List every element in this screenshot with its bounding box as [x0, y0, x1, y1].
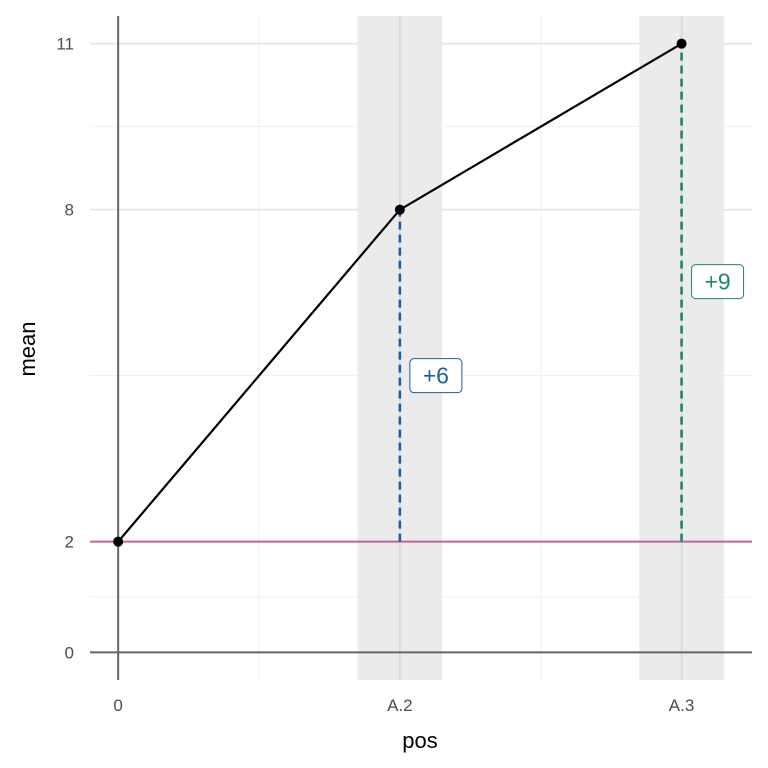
y-tick-label: 0 [65, 643, 74, 662]
annotation-label: +9 [704, 269, 730, 295]
annotation-label-box [691, 264, 745, 300]
data-point [394, 204, 405, 215]
y-tick-label: 8 [65, 201, 74, 220]
y-tick-label: 11 [56, 35, 74, 54]
band-layer [357, 16, 724, 680]
axis-layer [90, 16, 752, 680]
series-layer [113, 38, 687, 547]
data-point [113, 536, 124, 547]
annotation-label: +6 [423, 363, 449, 389]
y-tick-label: 2 [65, 533, 74, 552]
x-tick-label: A.2 [387, 696, 413, 715]
data-point [676, 38, 687, 49]
tick-label-layer: 0 A.2 A.3 0 2 8 11 [56, 35, 694, 715]
x-tick-label: A.3 [669, 696, 695, 715]
y-axis-title: mean [15, 321, 40, 376]
annotation-layer: +6 +9 [398, 43, 745, 542]
x-tick-label: 0 [113, 696, 122, 715]
x-axis-title: pos [402, 728, 437, 753]
annotation-label-box [409, 358, 463, 394]
